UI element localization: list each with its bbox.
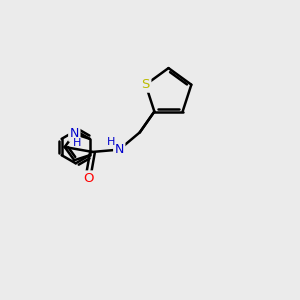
Text: H: H xyxy=(107,137,115,147)
Text: S: S xyxy=(142,78,150,91)
Text: O: O xyxy=(83,172,93,185)
Text: H: H xyxy=(73,138,81,148)
Text: N: N xyxy=(70,127,79,140)
Text: N: N xyxy=(115,143,124,156)
